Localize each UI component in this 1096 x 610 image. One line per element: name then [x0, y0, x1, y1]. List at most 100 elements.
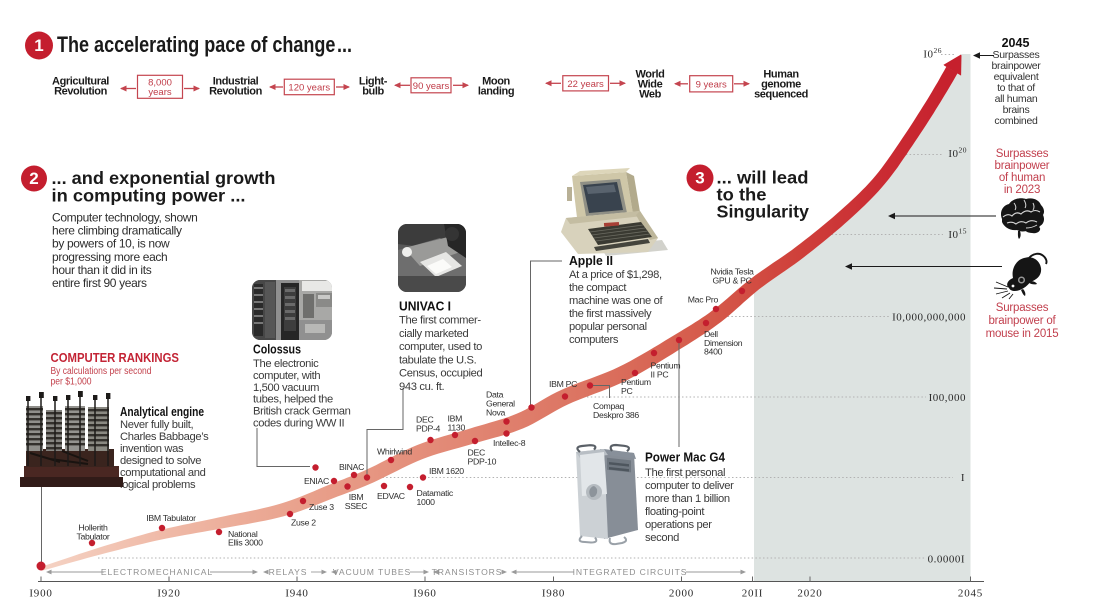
svg-text:Hollerith: Hollerith	[78, 523, 108, 533]
svg-text:Revolution: Revolution	[54, 86, 108, 98]
svg-text:Web: Web	[639, 89, 662, 101]
svg-text:I920: I920	[157, 588, 180, 600]
svg-text:World: World	[636, 69, 665, 81]
svg-text:943 cu. ft.: 943 cu. ft.	[399, 381, 445, 393]
svg-text:operations per: operations per	[645, 519, 712, 531]
svg-text:invention was: invention was	[120, 443, 184, 455]
svg-text:Revolution: Revolution	[209, 86, 263, 98]
svg-text:2045: 2045	[1002, 36, 1030, 50]
svg-text:bulb: bulb	[362, 86, 384, 98]
svg-text:PDP-10: PDP-10	[468, 456, 497, 466]
svg-text:1000: 1000	[417, 497, 436, 507]
svg-text:Tabulator: Tabulator	[76, 531, 109, 541]
svg-text:DEC: DEC	[468, 448, 485, 458]
svg-text:Ellis 3000: Ellis 3000	[228, 538, 263, 548]
svg-text:120 years: 120 years	[288, 83, 330, 94]
svg-text:progressing more each: progressing more each	[52, 250, 167, 264]
svg-text:2045: 2045	[958, 588, 983, 600]
svg-text:second: second	[645, 532, 679, 544]
svg-text:Census, occupied: Census, occupied	[399, 368, 482, 380]
svg-text:Surpasses: Surpasses	[996, 302, 1049, 314]
svg-text:machine was one of: machine was one of	[569, 295, 663, 307]
svg-text:the compact: the compact	[569, 282, 627, 294]
svg-text:Dimension: Dimension	[704, 338, 743, 348]
svg-text:sequenced: sequenced	[754, 89, 808, 101]
svg-text:Zuse 3: Zuse 3	[309, 502, 334, 512]
svg-text:Moon: Moon	[482, 76, 510, 88]
svg-text:brainpower of: brainpower of	[988, 315, 1056, 327]
svg-text:SSEC: SSEC	[345, 501, 367, 511]
svg-text:Pentium: Pentium	[651, 361, 681, 371]
svg-text:per $1,000: per $1,000	[51, 377, 92, 388]
svg-text:General: General	[486, 399, 515, 409]
svg-text:Data: Data	[486, 390, 504, 400]
svg-text:The accelerating pace of chang: The accelerating pace of change ...	[57, 32, 352, 57]
svg-text:1,500 vacuum: 1,500 vacuum	[253, 382, 319, 394]
svg-text:more than 1 billion: more than 1 billion	[645, 493, 730, 505]
svg-text:Never fully built,: Never fully built,	[120, 419, 194, 431]
svg-text:British crack German: British crack German	[253, 406, 351, 418]
svg-text:Compaq: Compaq	[593, 401, 625, 411]
svg-text:Intellec-8: Intellec-8	[493, 438, 526, 448]
svg-text:8400: 8400	[704, 347, 723, 357]
svg-text:UNIVAC I: UNIVAC I	[399, 300, 451, 314]
svg-text:IBM: IBM	[349, 492, 364, 502]
svg-text:I960: I960	[413, 588, 436, 600]
svg-text:90 years: 90 years	[413, 81, 450, 92]
svg-text:of human: of human	[999, 172, 1045, 184]
svg-text:1130: 1130	[448, 422, 466, 432]
svg-text:brainpower: brainpower	[992, 60, 1042, 72]
svg-text:2000: 2000	[669, 588, 694, 600]
svg-text:Deskpro 386: Deskpro 386	[593, 410, 639, 420]
svg-text:Computer technology, shown: Computer technology, shown	[52, 211, 197, 225]
svg-text:Zuse 2: Zuse 2	[291, 518, 316, 528]
svg-text:computers: computers	[569, 334, 619, 346]
svg-text:Analytical engine: Analytical engine	[120, 405, 204, 419]
svg-text:computer, with: computer, with	[253, 370, 320, 382]
svg-text:Pentium: Pentium	[621, 377, 651, 387]
svg-text:combined: combined	[994, 115, 1038, 127]
svg-text:INTEGRATED CIRCUITS: INTEGRATED CIRCUITS	[573, 567, 688, 577]
svg-text:20II: 20II	[742, 588, 764, 600]
svg-text:here climbing dramatically: here climbing dramatically	[52, 224, 182, 238]
svg-text:Whirlwind: Whirlwind	[377, 447, 412, 457]
svg-text:the first massively: the first massively	[569, 308, 652, 320]
svg-text:Singularity: Singularity	[717, 202, 810, 222]
svg-text:Surpasses: Surpasses	[996, 148, 1049, 160]
svg-text:TRANSISTORS: TRANSISTORS	[432, 567, 503, 577]
svg-text:Surpasses: Surpasses	[993, 49, 1040, 61]
svg-text:entire first 90 years: entire first 90 years	[52, 276, 147, 290]
svg-text:Dell: Dell	[704, 329, 718, 339]
svg-text:The electronic: The electronic	[253, 358, 319, 370]
svg-text:I0,000,000,000: I0,000,000,000	[892, 312, 966, 324]
svg-text:At a price of $1,298,: At a price of $1,298,	[569, 269, 662, 281]
svg-text:PC: PC	[621, 386, 632, 396]
svg-text:codes during WW II: codes during WW II	[253, 418, 345, 430]
svg-text:DEC: DEC	[416, 415, 433, 425]
svg-text:I00,000: I00,000	[929, 392, 966, 404]
svg-text:all human: all human	[995, 93, 1038, 105]
svg-text:to that of: to that of	[997, 82, 1035, 94]
svg-text:computer, used to: computer, used to	[399, 341, 482, 353]
svg-text:The first commer-: The first commer-	[399, 315, 481, 327]
svg-text:BINAC: BINAC	[339, 462, 364, 472]
svg-text:years: years	[148, 87, 171, 98]
svg-text:by powers of 10, is now: by powers of 10, is now	[52, 237, 170, 251]
svg-text:3: 3	[695, 169, 704, 188]
svg-text:tubes, helped the: tubes, helped the	[253, 394, 333, 406]
svg-text:logical problems: logical problems	[120, 479, 196, 491]
svg-text:VACUUM TUBES: VACUUM TUBES	[333, 567, 411, 577]
svg-text:I940: I940	[285, 588, 308, 600]
svg-text:computer to deliver: computer to deliver	[645, 480, 734, 492]
svg-text:Industrial: Industrial	[213, 76, 259, 88]
svg-text:RELAYS: RELAYS	[269, 567, 308, 577]
svg-text:2020: 2020	[797, 588, 822, 600]
svg-text:... will lead: ... will lead	[717, 168, 809, 188]
svg-text:ELECTROMECHANICAL: ELECTROMECHANICAL	[101, 567, 213, 577]
svg-text:22 years: 22 years	[567, 79, 604, 90]
svg-text:genome: genome	[761, 79, 801, 91]
svg-text:The first personal: The first personal	[645, 467, 725, 479]
svg-text:hour than it did in its: hour than it did in its	[52, 263, 152, 277]
svg-text:1: 1	[34, 36, 43, 55]
svg-text:floating-point: floating-point	[645, 506, 705, 518]
